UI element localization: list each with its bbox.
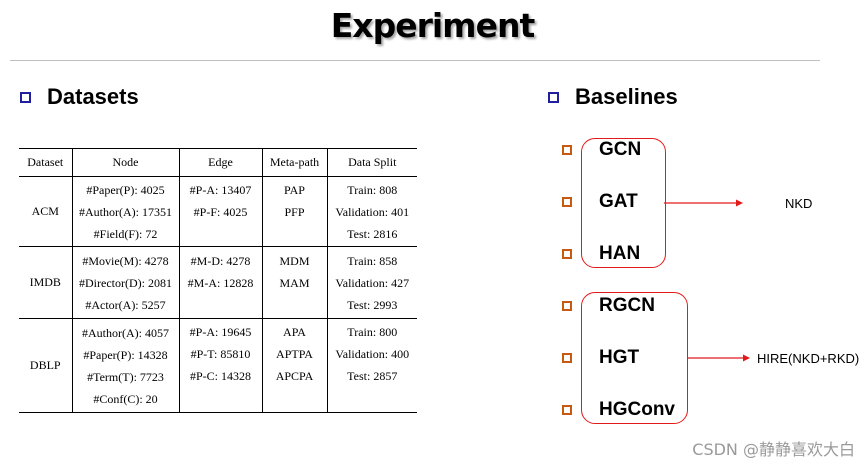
node-entry: #Paper(P): 14328 (83, 347, 168, 362)
metapath-entry: PFP (284, 205, 305, 219)
metapath-cell: MDM MAM (261, 246, 327, 319)
metapath-entry: APTPA (276, 347, 313, 361)
baseline-item: GAT (562, 191, 638, 213)
dataset-name: IMDB (19, 246, 72, 319)
distillation-target-label: NKD (785, 196, 813, 211)
metapath-entry: APCPA (275, 369, 314, 383)
node-entry: #Conf(C): 20 (93, 391, 158, 406)
metapath-entry: MDM (279, 254, 310, 268)
column-header: Meta-path (261, 148, 327, 177)
edge-entry: #P-T: 85810 (190, 347, 251, 361)
dataset-name: ACM (19, 176, 72, 247)
column-header: Edge (178, 148, 262, 177)
distillation-target-label: HIRE(NKD+RKD) (757, 351, 860, 366)
table-header-row: Dataset Node Edge Meta-path Data Split (19, 148, 417, 177)
split-entry: Validation: 400 (335, 347, 410, 361)
arrow-right-icon (664, 199, 743, 207)
split-entry: Test: 2857 (347, 369, 398, 383)
node-entry: #Movie(M): 4278 (82, 253, 169, 268)
split-entry: Train: 858 (347, 253, 398, 268)
column-header: Node (71, 148, 179, 177)
edge-entry: #P-F: 4025 (193, 205, 248, 219)
split-entry: Validation: 427 (335, 275, 410, 290)
baselines-heading: Baselines (548, 84, 678, 110)
square-bullet-icon (20, 91, 31, 103)
node-cell: #Movie(M): 4278 #Director(D): 2081 #Acto… (71, 246, 179, 319)
datasets-heading: Datasets (20, 84, 139, 110)
column-header: Dataset (19, 148, 72, 177)
table-row: ACM #Paper(P): 4025 #Author(A): 17351 #F… (19, 176, 417, 247)
baseline-item: HGConv (562, 399, 675, 421)
split-cell: Train: 858 Validation: 427 Test: 2993 (326, 246, 417, 319)
square-bullet-icon (562, 353, 572, 363)
baseline-item: HGT (562, 347, 639, 369)
square-bullet-icon (548, 91, 559, 103)
arrow-right-icon (687, 354, 750, 362)
split-entry: Test: 2816 (347, 226, 398, 241)
metapath-entry: APA (283, 325, 306, 339)
metapath-entry: PAP (284, 183, 305, 197)
node-entry: #Paper(P): 4025 (86, 182, 165, 197)
baseline-item: RGCN (562, 295, 655, 317)
node-entry: #Director(D): 2081 (79, 275, 172, 290)
table-row: IMDB #Movie(M): 4278 #Director(D): 2081 … (19, 246, 417, 319)
slide-title: Experiment (330, 6, 535, 45)
node-entry: #Author(A): 4057 (82, 325, 169, 340)
baseline-label: GAT (599, 191, 638, 212)
baseline-label: RGCN (599, 295, 655, 316)
baseline-item: GCN (562, 139, 641, 161)
node-entry: #Actor(A): 5257 (85, 297, 166, 312)
column-header: Data Split (326, 148, 417, 177)
split-cell: Train: 800 Validation: 400 Test: 2857 (326, 318, 417, 413)
split-entry: Train: 800 (347, 325, 398, 339)
table-row: DBLP #Author(A): 4057 #Paper(P): 14328 #… (19, 318, 417, 413)
edge-entry: #M-D: 4278 (190, 254, 251, 268)
node-entry: #Term(T): 7723 (87, 369, 164, 384)
node-cell: #Author(A): 4057 #Paper(P): 14328 #Term(… (71, 318, 179, 413)
watermark: CSDN @静静喜欢大白 (692, 440, 855, 459)
node-entry: #Author(A): 17351 (79, 204, 172, 219)
metapath-cell: PAP PFP (261, 176, 327, 247)
square-bullet-icon (562, 301, 572, 311)
baseline-label: HAN (599, 243, 641, 264)
baseline-item: HAN (562, 243, 640, 265)
metapath-entry: MAM (279, 276, 310, 290)
edge-cell: #M-D: 4278 #M-A: 12828 (178, 246, 262, 319)
split-entry: Test: 2993 (347, 297, 398, 312)
dataset-name: DBLP (19, 318, 72, 413)
split-cell: Train: 808 Validation: 401 Test: 2816 (326, 176, 417, 247)
metapath-cell: APA APTPA APCPA (261, 318, 327, 413)
edge-entry: #M-A: 12828 (187, 276, 254, 290)
datasets-heading-label: Datasets (47, 84, 139, 109)
title-divider (10, 60, 820, 61)
baseline-label: GCN (599, 139, 642, 160)
edge-cell: #P-A: 13407 #P-F: 4025 (178, 176, 262, 247)
baselines-heading-label: Baselines (575, 84, 678, 109)
split-entry: Validation: 401 (335, 204, 410, 219)
baseline-label: HGT (599, 347, 640, 368)
square-bullet-icon (562, 197, 572, 207)
edge-entry: #P-A: 19645 (189, 325, 252, 339)
datasets-table: Dataset Node Edge Meta-path Data Split A… (19, 148, 417, 413)
node-entry: #Field(F): 72 (93, 226, 158, 241)
baseline-label: HGConv (599, 399, 675, 420)
square-bullet-icon (562, 145, 572, 155)
square-bullet-icon (562, 405, 572, 415)
edge-entry: #P-A: 13407 (189, 183, 252, 197)
node-cell: #Paper(P): 4025 #Author(A): 17351 #Field… (71, 176, 179, 247)
square-bullet-icon (562, 249, 572, 259)
split-entry: Train: 808 (347, 182, 398, 197)
edge-entry: #P-C: 14328 (189, 369, 251, 383)
edge-cell: #P-A: 19645 #P-T: 85810 #P-C: 14328 (178, 318, 262, 413)
